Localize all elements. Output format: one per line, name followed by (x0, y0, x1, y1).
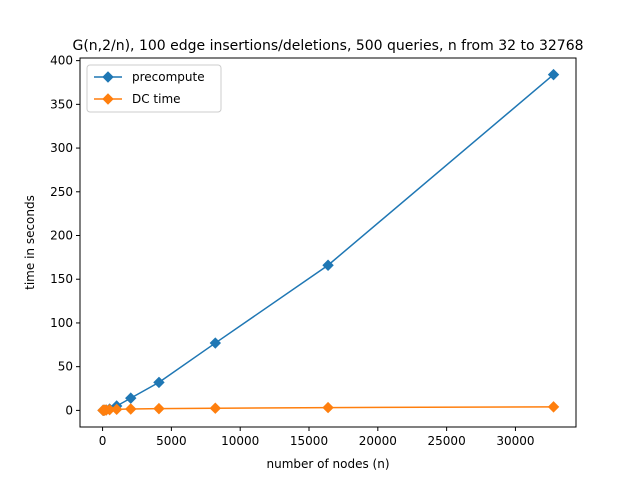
data-point (209, 402, 222, 414)
y-tick-label: 400 (50, 54, 73, 68)
plot-area (97, 68, 560, 417)
y-tick-label: 150 (50, 272, 73, 286)
y-tick-label: 0 (65, 403, 73, 417)
data-point (153, 376, 165, 389)
x-tick-label: 15000 (290, 434, 328, 448)
data-point (153, 402, 165, 415)
data-point (209, 337, 222, 349)
y-tick-label: 250 (50, 185, 73, 199)
x-tick-label: 20000 (359, 434, 397, 448)
data-point (547, 68, 560, 81)
data-point (125, 403, 137, 415)
series-dc-time (97, 401, 560, 417)
data-point (110, 403, 123, 416)
x-axis-label: number of nodes (n) (266, 457, 389, 471)
data-point (322, 401, 334, 414)
axes-frame (79, 57, 577, 428)
legend-label: DC time (132, 92, 181, 106)
legend-item: DC time (94, 92, 181, 106)
x-tick-label: 5000 (156, 434, 187, 448)
y-tick-label: 50 (58, 360, 73, 374)
legend-marker (102, 93, 114, 105)
legend-item: precompute (94, 70, 205, 84)
legend: precompute DC time (86, 64, 222, 113)
y-axis-label: time in seconds (23, 195, 37, 290)
y-tick-label: 100 (50, 316, 73, 330)
axis-ticks: 0 5000 10000 15000 20000 25000 30000 0 50 100 150 2… (50, 54, 534, 448)
y-tick-label: 300 (50, 141, 73, 155)
x-tick-label: 30000 (496, 434, 534, 448)
x-tick-label: 25000 (428, 434, 466, 448)
x-tick-label: 0 (99, 434, 107, 448)
legend-marker (102, 71, 114, 83)
data-point (125, 392, 137, 404)
chart-title: G(n,2/n), 100 edge insertions/deletions,… (72, 38, 583, 54)
data-point (547, 401, 560, 413)
y-tick-label: 200 (50, 229, 73, 243)
data-point (322, 259, 334, 271)
legend-label: precompute (132, 70, 205, 84)
x-tick-label: 10000 (221, 434, 259, 448)
y-tick-label: 350 (50, 97, 73, 111)
